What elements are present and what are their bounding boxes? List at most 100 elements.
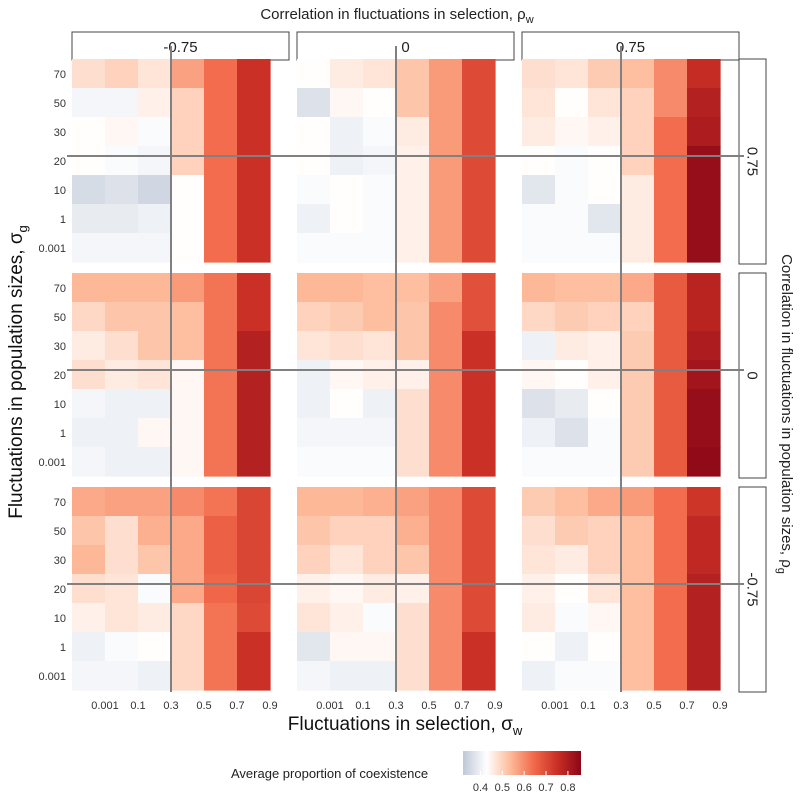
heatmap-cell <box>105 545 139 575</box>
y-tick-label: 30 <box>54 341 66 353</box>
heatmap-cell <box>522 59 556 89</box>
heatmap-cell <box>105 487 139 517</box>
heatmap-cell <box>588 389 622 419</box>
heatmap-cell <box>654 516 688 546</box>
heatmap-cell <box>297 175 331 205</box>
heatmap-cell <box>522 603 556 633</box>
heatmap-cell <box>330 204 364 234</box>
heatmap-cell <box>237 302 271 332</box>
right-title: Correlation in fluctuations in populatio… <box>775 254 795 574</box>
x-tick-label: 0.001 <box>541 700 569 712</box>
col-strip-box-1 <box>71 31 290 61</box>
heatmap-cell <box>237 59 271 89</box>
heatmap-cell <box>72 516 106 546</box>
heatmap-cell <box>555 487 589 517</box>
heatmap-cell <box>396 545 430 575</box>
heatmap-cell <box>555 545 589 575</box>
heatmap-cell <box>171 59 205 89</box>
heatmap-cell <box>204 574 238 604</box>
heatmap-cell <box>687 447 721 477</box>
y-tick-label: 70 <box>54 497 66 509</box>
heatmap-cell <box>522 331 556 361</box>
heatmap-cell <box>204 487 238 517</box>
heatmap-cell <box>462 146 496 176</box>
heatmap-cell <box>396 360 430 390</box>
heatmap-cell <box>237 117 271 147</box>
heatmap-cell <box>330 273 364 303</box>
heatmap-cell <box>522 88 556 118</box>
heatmap-cell <box>171 389 205 419</box>
heatmap-cell <box>654 360 688 390</box>
heatmap-cell <box>654 273 688 303</box>
heatmap-cell <box>429 146 463 176</box>
heatmap-cell <box>687 418 721 448</box>
heatmap-cell <box>555 273 589 303</box>
heatmap-cell <box>204 175 238 205</box>
heatmap-cell <box>72 233 106 263</box>
heatmap-cell <box>687 233 721 263</box>
heatmap-cell <box>654 59 688 89</box>
heatmap-cell <box>204 302 238 332</box>
heatmap-cell <box>687 661 721 691</box>
heatmap-cell <box>138 603 172 633</box>
heatmap-cell <box>429 59 463 89</box>
heatmap-cell <box>429 574 463 604</box>
heatmap-cell <box>621 117 655 147</box>
heatmap-cell <box>522 204 556 234</box>
heatmap-cell <box>237 545 271 575</box>
heatmap-cell <box>429 418 463 448</box>
y-tick-label: 1 <box>60 428 66 440</box>
legend-tick-label: 0.4 <box>473 782 488 794</box>
heatmap-cell <box>297 117 331 147</box>
heatmap-cell <box>204 545 238 575</box>
heatmap-cell <box>462 88 496 118</box>
heatmap-cell <box>138 661 172 691</box>
heatmap-cell <box>171 146 205 176</box>
heatmap-cell <box>204 418 238 448</box>
heatmap-cell <box>588 204 622 234</box>
heatmap-cell <box>330 545 364 575</box>
x-tick-label: 0.3 <box>388 700 403 712</box>
heatmap-cell <box>237 632 271 662</box>
heatmap-cell <box>105 146 139 176</box>
heatmap-cell <box>237 516 271 546</box>
heatmap-cell <box>654 632 688 662</box>
heatmap-cell <box>72 88 106 118</box>
legend-ticks: 0.4 0.5 0.6 0.7 0.8 <box>473 771 576 794</box>
heatmap-cell <box>204 146 238 176</box>
heatmap-cell <box>138 574 172 604</box>
heatmap-cell <box>72 204 106 234</box>
heatmap-cell <box>555 360 589 390</box>
heatmap-cell <box>621 88 655 118</box>
legend: Average proportion of coexistence 0.4 0.5… <box>231 751 581 794</box>
heatmap-cell <box>621 389 655 419</box>
y-tick-label: 0.001 <box>38 457 66 469</box>
heatmap-cell <box>687 146 721 176</box>
heatmap-cell <box>588 331 622 361</box>
heatmap-cell <box>330 447 364 477</box>
heatmap-cell <box>396 175 430 205</box>
heatmap-cell <box>654 117 688 147</box>
legend-tick-label: 0.6 <box>517 782 532 794</box>
y-tick-label: 20 <box>54 370 66 382</box>
heatmap-cell <box>522 146 556 176</box>
heatmap-cell <box>429 204 463 234</box>
y-tick-label: 20 <box>54 156 66 168</box>
heatmap-cell <box>522 632 556 662</box>
row-strip-box-1 <box>738 58 767 265</box>
heatmap-cell <box>330 360 364 390</box>
heatmap-cell <box>621 545 655 575</box>
heatmap-panel-5 <box>292 260 519 478</box>
heatmap-cell <box>363 418 397 448</box>
col-strip-label-2: 0 <box>401 39 409 56</box>
heatmap-cell <box>429 603 463 633</box>
heatmap-cell <box>621 302 655 332</box>
heatmap-cell <box>297 603 331 633</box>
heatmap-cell <box>72 447 106 477</box>
heatmap-cell <box>654 574 688 604</box>
heatmap-panel-9 <box>517 474 744 692</box>
heatmap-cell <box>555 117 589 147</box>
heatmap-cell <box>555 204 589 234</box>
heatmap-cell <box>588 88 622 118</box>
heatmap-cell <box>522 117 556 147</box>
